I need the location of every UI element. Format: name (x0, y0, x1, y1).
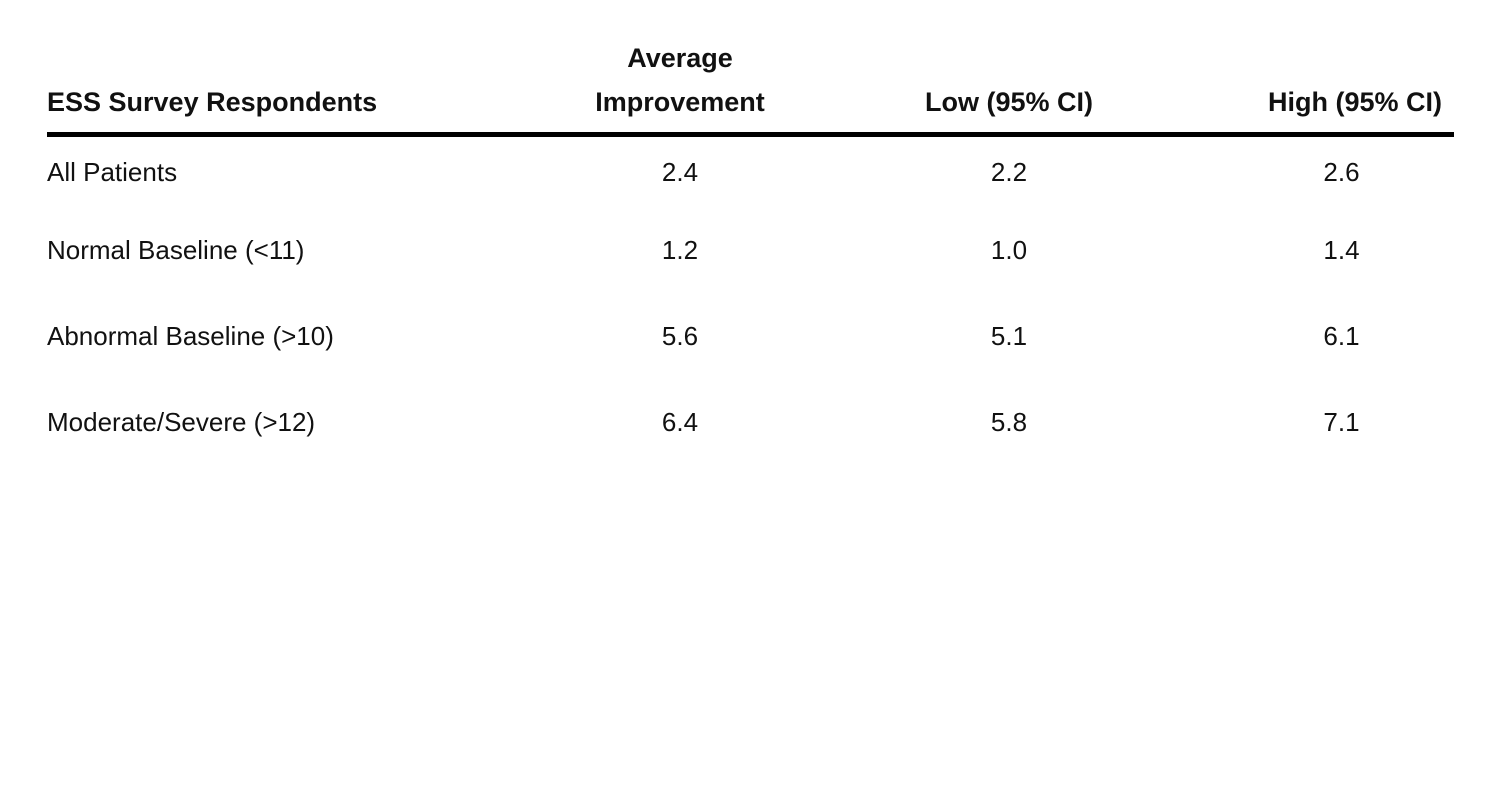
cell-average-improvement: 1.2 (661, 234, 699, 265)
column-header-average-line-1: Average (627, 43, 733, 73)
table-row: Moderate/Severe (>12) 6.4 5.8 7.1 (47, 379, 1454, 465)
column-header-high-ci-text: High (95% CI) (1267, 87, 1442, 117)
cell-low-ci: 1.0 (990, 234, 1028, 265)
row-label: Abnormal Baseline (>10) (47, 320, 334, 351)
cell-low-ci: 5.8 (990, 406, 1028, 437)
table-row: Normal Baseline (<11) 1.2 1.0 1.4 (47, 207, 1454, 293)
column-header-low-ci: Low (95% CI) (861, 28, 1157, 137)
column-header-respondents-text: ESS Survey Respondents (47, 87, 378, 117)
table-body: All Patients 2.4 2.2 2.6 Normal Baseline… (47, 135, 1454, 466)
cell-average-improvement: 6.4 (661, 406, 699, 437)
column-header-respondents: ESS Survey Respondents (47, 28, 499, 137)
cell-high-ci: 2.6 (1323, 156, 1360, 187)
table-header: ESS Survey Respondents Average Improveme… (47, 28, 1454, 137)
row-label: Normal Baseline (<11) (47, 234, 305, 265)
column-header-average-improvement: Average Improvement (499, 28, 861, 137)
cell-high-ci: 6.1 (1323, 320, 1360, 351)
cell-average-improvement: 5.6 (661, 320, 699, 351)
cell-high-ci: 1.4 (1323, 234, 1360, 265)
ess-improvement-table: ESS Survey Respondents Average Improveme… (47, 28, 1454, 465)
row-label: All Patients (47, 156, 178, 187)
data-table-container: ESS Survey Respondents Average Improveme… (47, 28, 1454, 465)
header-row: ESS Survey Respondents Average Improveme… (47, 28, 1454, 137)
table-row: All Patients 2.4 2.2 2.6 (47, 135, 1454, 208)
column-header-average-line-2: Improvement (595, 87, 765, 117)
column-header-high-ci: High (95% CI) (1157, 28, 1454, 137)
table-row: Abnormal Baseline (>10) 5.6 5.1 6.1 (47, 293, 1454, 379)
column-header-low-ci-text: Low (95% CI) (924, 87, 1093, 117)
cell-average-improvement: 2.4 (661, 156, 699, 187)
cell-high-ci: 7.1 (1323, 406, 1360, 437)
cell-low-ci: 5.1 (990, 320, 1028, 351)
row-label: Moderate/Severe (>12) (47, 406, 316, 437)
cell-low-ci: 2.2 (990, 156, 1028, 187)
